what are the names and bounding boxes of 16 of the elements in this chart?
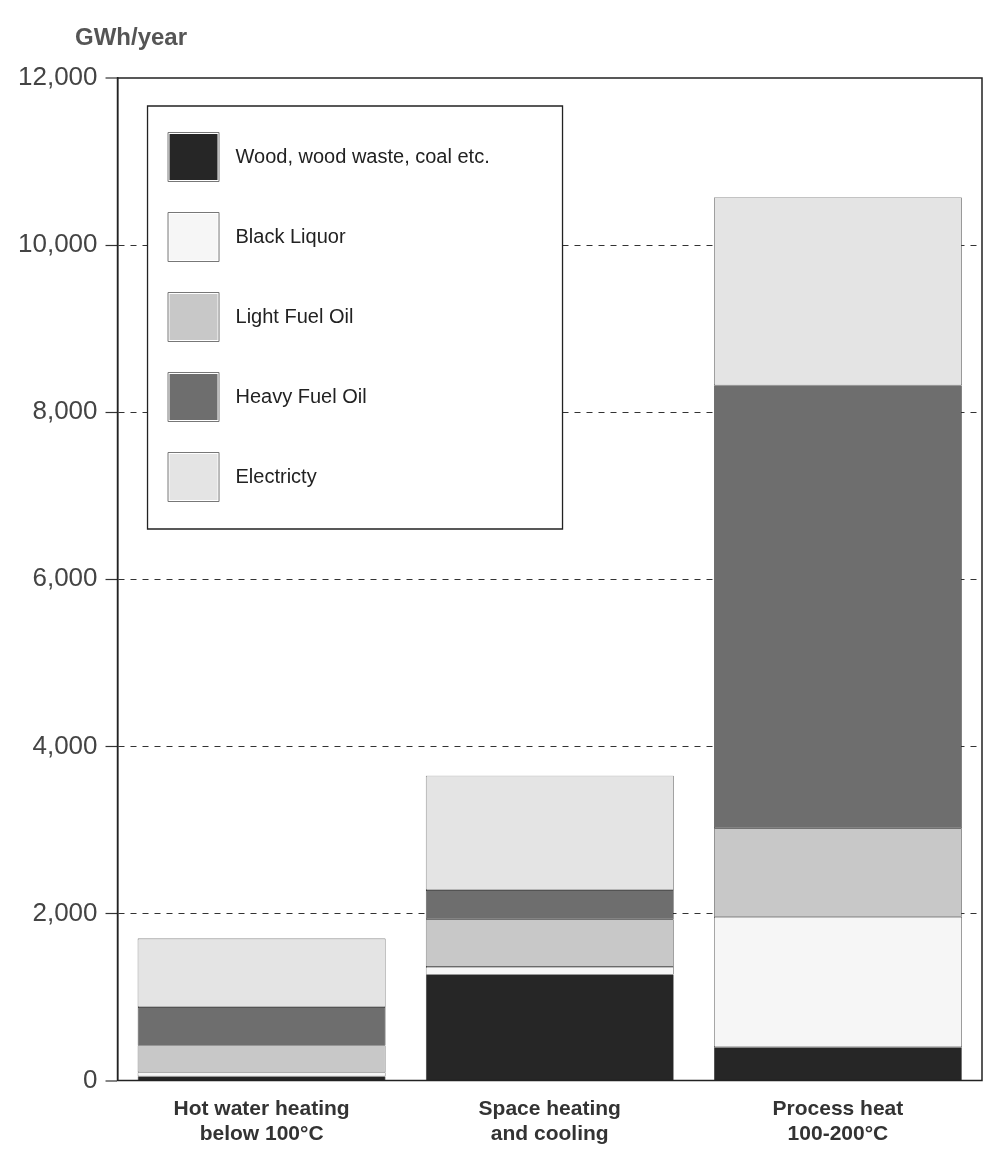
legend-label: Black Liquor bbox=[235, 224, 346, 247]
y-tick-label: 12,000 bbox=[17, 61, 98, 92]
x-tick-label: Process heat 100-200°C bbox=[772, 1096, 904, 1145]
y-tick-label: 6,000 bbox=[32, 562, 98, 593]
legend-label: Light Fuel Oil bbox=[235, 304, 354, 327]
y-tick-label: 8,000 bbox=[32, 395, 98, 426]
legend-label: Heavy Fuel Oil bbox=[235, 384, 367, 407]
y-tick-label: 4,000 bbox=[32, 729, 98, 760]
legend-label: Electricty bbox=[235, 464, 317, 487]
y-tick-label: 2,000 bbox=[32, 896, 98, 927]
y-tick-label: 10,000 bbox=[17, 228, 98, 259]
legend-label: Wood, wood waste, coal etc. bbox=[235, 144, 490, 167]
x-tick-label: Space heating and cooling bbox=[478, 1096, 621, 1145]
x-tick-label: Hot water heating below 100°C bbox=[173, 1096, 350, 1145]
y-axis-title: GWh/year bbox=[75, 23, 188, 50]
y-tick-label: 0 bbox=[83, 1063, 98, 1094]
